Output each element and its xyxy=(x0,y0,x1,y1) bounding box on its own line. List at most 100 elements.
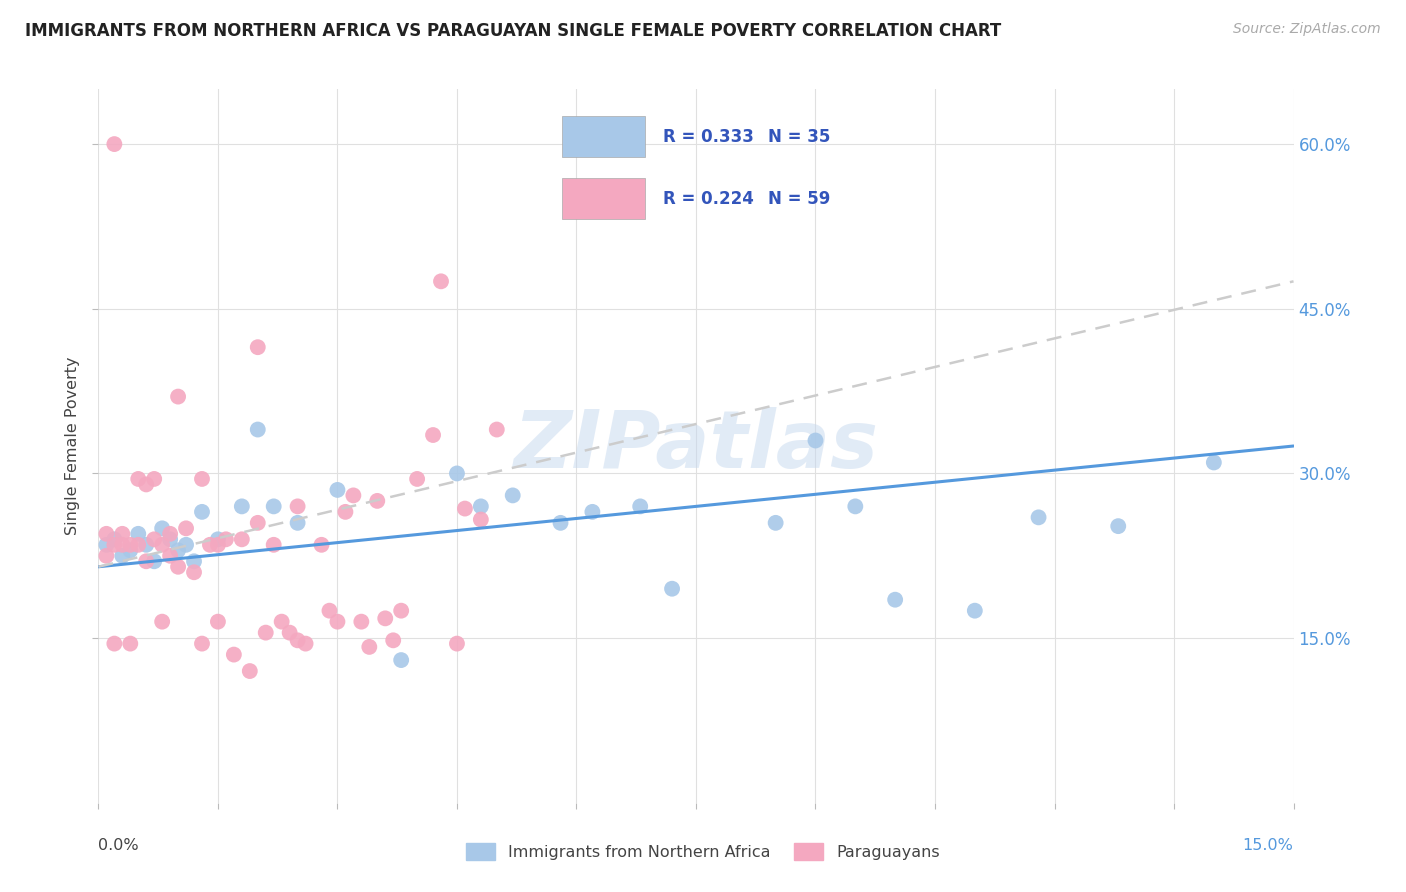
Point xyxy=(167,390,190,404)
Point xyxy=(326,615,349,629)
Point xyxy=(215,533,238,547)
Y-axis label: Single Female Poverty: Single Female Poverty xyxy=(65,357,80,535)
Point xyxy=(120,543,142,558)
Point xyxy=(174,538,197,552)
Point xyxy=(844,500,866,514)
Point xyxy=(1028,510,1050,524)
Point xyxy=(804,434,827,448)
Point xyxy=(263,500,285,514)
Point xyxy=(446,467,468,481)
Point xyxy=(191,472,214,486)
Point xyxy=(143,472,166,486)
Point xyxy=(143,554,166,568)
Point xyxy=(167,559,190,574)
Point xyxy=(359,640,381,654)
Point xyxy=(120,637,142,651)
Point xyxy=(389,653,412,667)
Point xyxy=(550,516,572,530)
Point xyxy=(183,554,205,568)
Text: 0.0%: 0.0% xyxy=(98,838,139,854)
Point xyxy=(120,538,142,552)
Point xyxy=(254,625,277,640)
Point xyxy=(231,533,253,547)
Point xyxy=(103,533,125,547)
Point xyxy=(246,423,269,437)
Point xyxy=(350,615,373,629)
Point xyxy=(167,543,190,558)
Point xyxy=(628,500,651,514)
Point xyxy=(1202,455,1225,469)
Point xyxy=(159,526,181,541)
Point xyxy=(239,664,262,678)
Point xyxy=(135,477,157,491)
Point xyxy=(135,554,157,568)
Point xyxy=(135,538,157,552)
Point xyxy=(198,538,221,552)
Point xyxy=(222,648,245,662)
Point xyxy=(127,472,149,486)
Point xyxy=(96,549,118,563)
Point xyxy=(406,472,429,486)
Point xyxy=(287,633,309,648)
Point xyxy=(287,500,309,514)
Point xyxy=(661,582,683,596)
Point xyxy=(231,500,253,514)
Point xyxy=(191,637,214,651)
Legend: Immigrants from Northern Africa, Paraguayans: Immigrants from Northern Africa, Paragua… xyxy=(460,837,946,866)
Point xyxy=(311,538,333,552)
Point xyxy=(263,538,285,552)
Point xyxy=(366,494,388,508)
Point xyxy=(111,549,134,563)
Point xyxy=(103,137,125,152)
Point xyxy=(207,538,229,552)
Point xyxy=(342,488,364,502)
Point xyxy=(287,516,309,530)
Text: ZIPatlas: ZIPatlas xyxy=(513,407,879,485)
Point xyxy=(278,625,301,640)
Point xyxy=(207,615,229,629)
Point xyxy=(111,538,134,552)
Point xyxy=(389,604,412,618)
Point xyxy=(150,521,173,535)
Point xyxy=(150,615,173,629)
Point xyxy=(191,505,214,519)
Point xyxy=(422,428,444,442)
Point xyxy=(183,566,205,580)
Text: IMMIGRANTS FROM NORTHERN AFRICA VS PARAGUAYAN SINGLE FEMALE POVERTY CORRELATION : IMMIGRANTS FROM NORTHERN AFRICA VS PARAG… xyxy=(25,22,1001,40)
Point xyxy=(96,538,118,552)
Point xyxy=(103,637,125,651)
Point xyxy=(127,538,149,552)
Point xyxy=(159,549,181,563)
Point xyxy=(382,633,405,648)
Point xyxy=(159,533,181,547)
Text: Source: ZipAtlas.com: Source: ZipAtlas.com xyxy=(1233,22,1381,37)
Point xyxy=(150,538,173,552)
Point xyxy=(430,274,453,288)
Point xyxy=(246,516,269,530)
Point xyxy=(502,488,524,502)
Point xyxy=(963,604,986,618)
Point xyxy=(446,637,468,651)
Point xyxy=(470,500,492,514)
Point xyxy=(127,526,149,541)
Point xyxy=(207,533,229,547)
Point xyxy=(326,483,349,497)
Point xyxy=(581,505,603,519)
Point xyxy=(270,615,292,629)
Point xyxy=(485,423,508,437)
Point xyxy=(374,611,396,625)
Point xyxy=(318,604,340,618)
Point xyxy=(884,592,907,607)
Text: 15.0%: 15.0% xyxy=(1243,838,1294,854)
Point xyxy=(1107,519,1129,533)
Point xyxy=(96,526,118,541)
Point xyxy=(143,533,166,547)
Point xyxy=(765,516,787,530)
Point xyxy=(174,521,197,535)
Point xyxy=(335,505,357,519)
Point xyxy=(103,538,125,552)
Point xyxy=(111,526,134,541)
Point xyxy=(454,501,477,516)
Point xyxy=(246,340,269,354)
Point xyxy=(294,637,316,651)
